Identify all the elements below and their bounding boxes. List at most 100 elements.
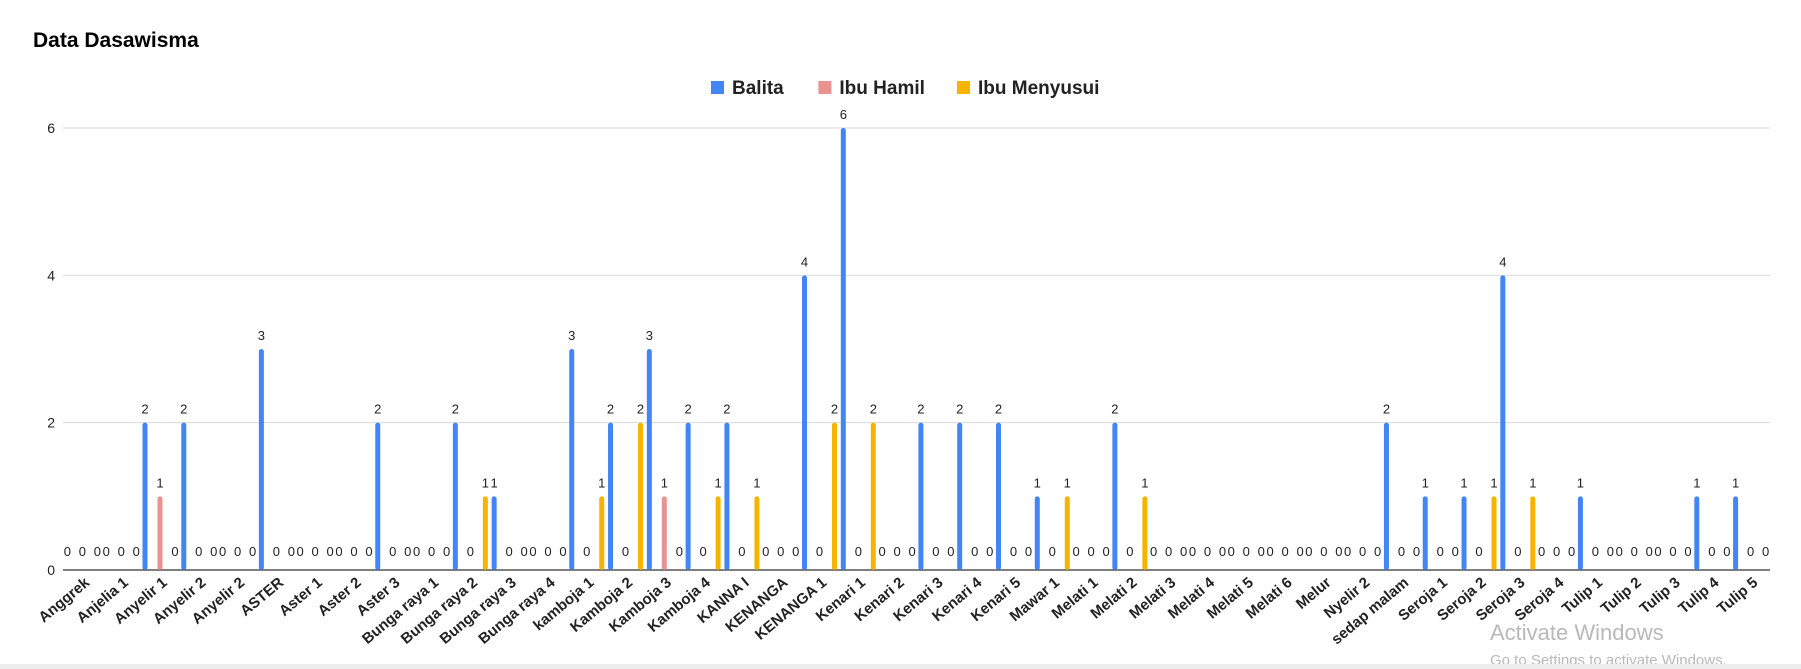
y-tick-label: 2 <box>47 415 55 431</box>
x-tick-label: Aster 1 <box>276 574 326 620</box>
data-label: 6 <box>840 107 847 122</box>
bar <box>452 422 458 570</box>
data-label: 0 <box>583 544 590 559</box>
data-label: 0 <box>133 544 140 559</box>
data-label: 0 <box>1437 544 1444 559</box>
data-label: 0 <box>762 544 769 559</box>
data-label: 0 <box>404 544 411 559</box>
bar <box>957 422 963 570</box>
data-label: 0 <box>1669 544 1676 559</box>
data-label: 0 <box>544 544 551 559</box>
data-label: 0 <box>1281 544 1288 559</box>
data-label: 2 <box>956 402 963 417</box>
data-label: 0 <box>1335 544 1342 559</box>
data-label: 0 <box>327 544 334 559</box>
data-label: 4 <box>801 254 808 269</box>
data-label: 0 <box>1189 544 1196 559</box>
bar <box>181 422 187 570</box>
data-label: 0 <box>521 544 528 559</box>
data-label: 1 <box>1693 475 1700 490</box>
data-label: 0 <box>1568 544 1575 559</box>
data-label: 0 <box>971 544 978 559</box>
data-label: 0 <box>1592 544 1599 559</box>
bar <box>715 496 721 570</box>
data-label: 2 <box>141 402 148 417</box>
bar <box>638 422 644 570</box>
data-label: 0 <box>1266 544 1273 559</box>
data-label: 0 <box>559 544 566 559</box>
data-label: 4 <box>1499 254 1506 269</box>
data-label: 0 <box>428 544 435 559</box>
data-label: 2 <box>637 402 644 417</box>
data-label: 0 <box>1180 544 1187 559</box>
legend-label: Ibu Hamil <box>839 78 925 99</box>
data-label: 0 <box>855 544 862 559</box>
data-label: 2 <box>685 402 692 417</box>
data-label: 0 <box>1010 544 1017 559</box>
bar <box>1034 496 1040 570</box>
data-label: 0 <box>1684 544 1691 559</box>
legend-swatch <box>711 81 724 94</box>
bar <box>1461 496 1467 570</box>
data-label: 0 <box>210 544 217 559</box>
bar <box>375 422 381 570</box>
data-label: 0 <box>1452 544 1459 559</box>
data-label: 0 <box>506 544 513 559</box>
x-tick-label: Aster 2 <box>315 574 365 620</box>
data-label: 2 <box>180 402 187 417</box>
legend-label: Ibu Menyusui <box>978 78 1099 99</box>
bar <box>608 422 614 570</box>
bar <box>157 496 163 570</box>
data-label: 0 <box>118 544 125 559</box>
data-label: 0 <box>1475 544 1482 559</box>
data-label: 0 <box>1320 544 1327 559</box>
data-label: 0 <box>1126 544 1133 559</box>
x-tick-label: Tulip 1 <box>1559 574 1606 617</box>
bar <box>258 349 264 570</box>
data-label: 0 <box>79 544 86 559</box>
bar <box>918 422 924 570</box>
bar <box>1064 496 1070 570</box>
data-label: 1 <box>1034 475 1041 490</box>
data-label: 0 <box>64 544 71 559</box>
bar <box>724 422 730 570</box>
bar <box>1491 496 1497 570</box>
data-label: 0 <box>1762 544 1769 559</box>
bar <box>1422 496 1428 570</box>
chart-title: Data Dasawisma <box>33 29 199 52</box>
data-label: 0 <box>738 544 745 559</box>
data-label: 0 <box>350 544 357 559</box>
data-label: 0 <box>986 544 993 559</box>
data-label: 0 <box>195 544 202 559</box>
data-label: 0 <box>1708 544 1715 559</box>
data-label: 0 <box>389 544 396 559</box>
bar <box>599 496 605 570</box>
data-label: 0 <box>1654 544 1661 559</box>
x-tick-label: Tulip 4 <box>1675 574 1723 618</box>
legend-swatch <box>957 81 970 94</box>
data-label: 1 <box>661 475 668 490</box>
data-label: 0 <box>932 544 939 559</box>
data-label: 0 <box>908 544 915 559</box>
data-label: 2 <box>452 402 459 417</box>
data-label: 1 <box>156 475 163 490</box>
data-label: 0 <box>1607 544 1614 559</box>
data-label: 0 <box>312 544 319 559</box>
y-tick-label: 4 <box>47 267 55 283</box>
data-label: 3 <box>646 328 653 343</box>
bar <box>142 422 148 570</box>
data-label: 0 <box>288 544 295 559</box>
data-label: 0 <box>622 544 629 559</box>
data-label: 0 <box>443 544 450 559</box>
data-label: 0 <box>676 544 683 559</box>
data-label: 1 <box>1422 475 1429 490</box>
data-label: 1 <box>753 475 760 490</box>
data-label: 0 <box>1049 544 1056 559</box>
data-label: 0 <box>1398 544 1405 559</box>
data-label: 0 <box>94 544 101 559</box>
data-label: 1 <box>1460 475 1467 490</box>
data-label: 3 <box>568 328 575 343</box>
data-label: 1 <box>1529 475 1536 490</box>
data-label: 0 <box>1553 544 1560 559</box>
legend-label: Balita <box>732 78 784 99</box>
